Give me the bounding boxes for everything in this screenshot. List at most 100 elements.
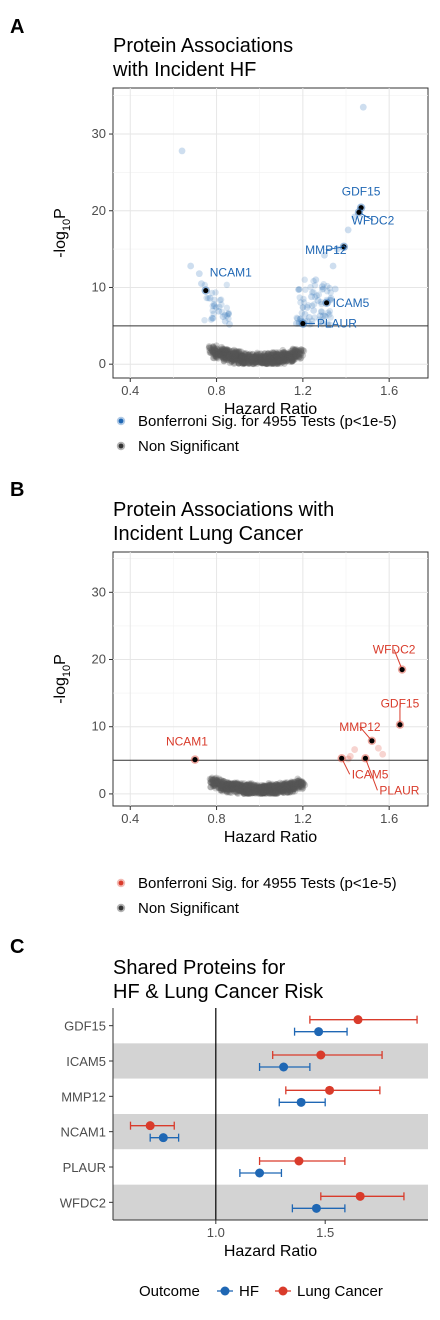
panel-a-point	[243, 354, 250, 361]
panel-a-point	[225, 355, 233, 362]
panel-a-point	[289, 357, 296, 364]
panel-a-point	[258, 357, 266, 365]
panel-a-point	[276, 356, 283, 364]
panel-b-point	[261, 784, 269, 791]
panel-b-point	[263, 786, 270, 793]
panel-a-point	[252, 358, 260, 365]
panel-a-point	[245, 353, 253, 360]
panel-b-point	[269, 782, 276, 790]
panel-a-point-significant	[225, 309, 232, 317]
panel-b-point	[222, 781, 230, 789]
panel-b-point	[243, 787, 250, 794]
panel-b-point	[263, 786, 270, 794]
panel-a-point	[230, 346, 238, 354]
panel-b-point	[265, 783, 273, 790]
panel-a-point-significant	[221, 317, 229, 325]
panel-b-point	[299, 784, 307, 792]
panel-label-c: C	[10, 936, 24, 958]
panel-b-point	[225, 782, 232, 789]
panel-b-point	[253, 783, 260, 790]
panel-a-point	[233, 347, 240, 355]
panel-b-point	[230, 780, 237, 787]
panel-a-point	[258, 355, 265, 363]
panel-a-point	[240, 359, 248, 367]
panel-b-point	[226, 781, 233, 789]
panel-a-point-icam5	[323, 300, 330, 306]
panel-a-point	[288, 354, 295, 362]
panel-a-point	[221, 354, 229, 361]
panel-a-point	[270, 357, 277, 364]
panel-a-point	[286, 358, 293, 365]
panel-a-point-gdf15	[358, 205, 364, 211]
panel-a-point	[250, 359, 257, 367]
panel-b-point	[241, 788, 248, 795]
panel-b-point	[282, 783, 289, 790]
panel-a-point	[283, 356, 290, 363]
panel-a-point	[241, 351, 249, 358]
panel-a-point	[236, 348, 243, 355]
panel-b-point	[259, 782, 267, 790]
panel-a-point	[292, 353, 299, 361]
panel-a-label-wfdc2: WFDC2	[352, 213, 395, 227]
panel-b-point	[270, 782, 277, 789]
panel-a-point-significant	[327, 294, 335, 302]
panel-a-point	[212, 347, 219, 355]
panel-b-point	[213, 780, 221, 787]
panel-b-point	[291, 783, 298, 791]
panel-b-point	[270, 787, 277, 794]
panel-b-point	[241, 783, 248, 790]
panel-b-point	[264, 783, 271, 791]
panel-a-point-significant	[207, 316, 215, 323]
panel-b-point	[242, 783, 250, 790]
panel-a-point	[233, 353, 240, 360]
panel-b-point	[228, 787, 236, 794]
panel-b-point	[261, 786, 268, 793]
panel-a-point	[291, 347, 298, 354]
panel-b-point	[266, 781, 273, 789]
panel-a-point	[261, 359, 269, 367]
panel-b-point	[291, 778, 298, 786]
panel-a-point	[247, 355, 254, 363]
panel-a-point	[262, 358, 269, 366]
panel-b-point	[207, 779, 214, 786]
panel-b-point	[247, 787, 255, 794]
panel-b-point	[263, 784, 270, 791]
panel-b-point	[222, 783, 229, 791]
panel-a-point	[230, 353, 238, 361]
panel-a-point	[206, 347, 213, 354]
panel-b-point	[216, 781, 223, 788]
panel-b-point	[276, 779, 284, 786]
panel-a-xtick-label: 0.4	[121, 383, 139, 398]
panel-a-point	[252, 358, 260, 365]
panel-b-point	[250, 783, 258, 790]
panel-a-point	[231, 356, 238, 363]
panel-b-point	[240, 786, 248, 793]
panel-b-point	[233, 783, 240, 790]
panel-b-point	[253, 788, 260, 795]
panel-b-point	[263, 785, 271, 793]
panel-a-point	[235, 360, 243, 367]
panel-b-point	[281, 785, 288, 792]
panel-b-point	[238, 780, 246, 787]
panel-b-point	[261, 786, 268, 793]
panel-a-point-significant	[318, 308, 325, 315]
panel-a-point	[277, 356, 284, 363]
panel-a-point	[216, 348, 223, 355]
panel-a-point	[291, 356, 299, 363]
panel-b-label-ncam1: NCAM1	[166, 735, 208, 749]
panel-b-point	[266, 783, 273, 791]
panel-b-point	[295, 784, 302, 792]
panel-b-point	[252, 789, 259, 796]
panel-a-point	[230, 349, 237, 356]
panel-b-x-axis-title: Hazard Ratio	[224, 829, 317, 846]
panel-b-point	[282, 779, 289, 786]
panel-a-point	[213, 354, 220, 362]
panel-b-point-ncam1	[192, 757, 198, 763]
panel-b-point	[295, 778, 302, 785]
panel-a-point	[282, 353, 289, 360]
panel-a-point	[275, 351, 282, 358]
panel-b-point	[282, 780, 290, 787]
panel-a-point	[257, 355, 264, 363]
panel-a-point	[294, 348, 301, 355]
panel-a-point	[219, 352, 226, 359]
